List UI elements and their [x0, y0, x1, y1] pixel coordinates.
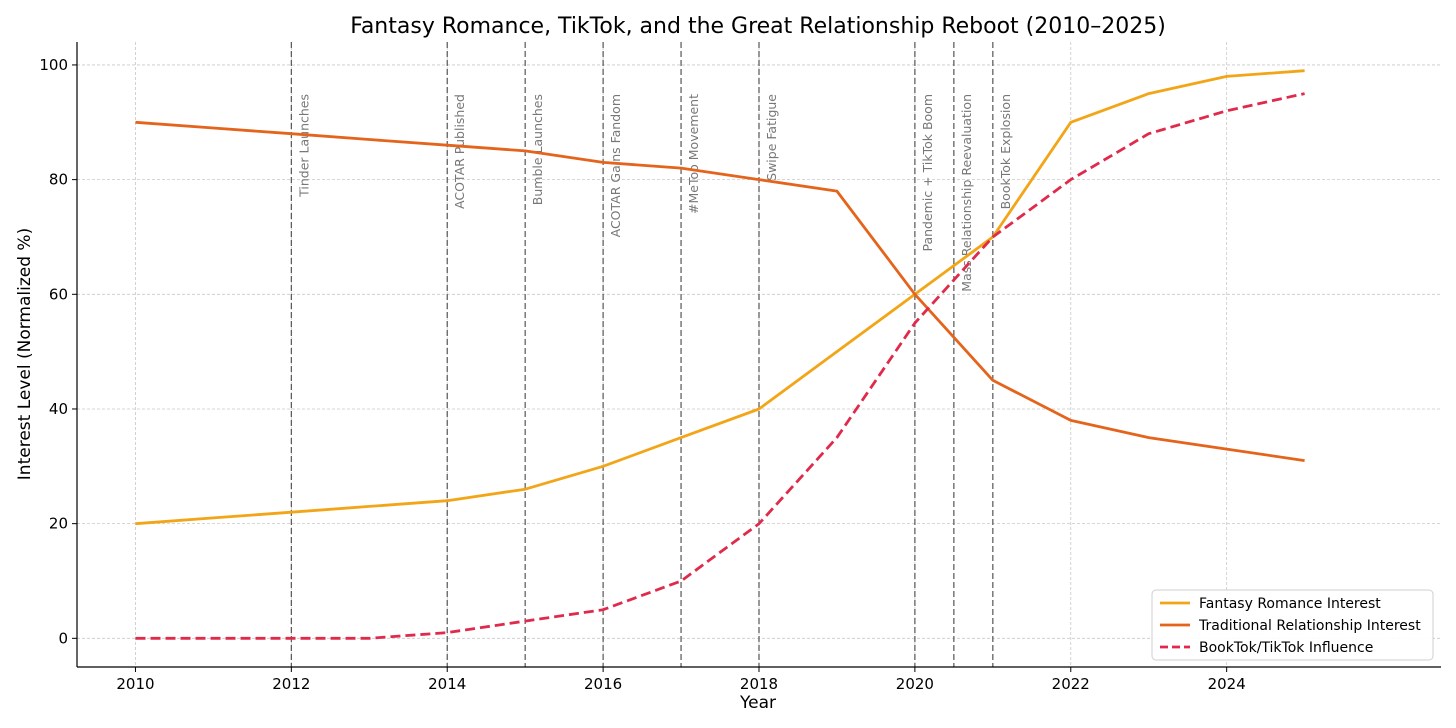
legend: Fantasy Romance Interest Traditional Rela…	[1151, 589, 1434, 661]
x-tick-label: 2010	[116, 675, 154, 693]
legend-label: Fantasy Romance Interest	[1199, 596, 1381, 612]
event-label: Bumble Launches	[530, 94, 545, 205]
legend-box	[1151, 589, 1434, 661]
y-tick-label: 40	[49, 400, 68, 418]
series-line	[135, 69, 1305, 526]
event-label: Tinder Launches	[296, 94, 311, 198]
x-axis-label: Year	[739, 693, 776, 713]
legend-label: BookTok/TikTok Influence	[1199, 640, 1373, 656]
event-label: Pandemic + TikTok Boom	[920, 94, 935, 252]
y-tick-label: 20	[49, 515, 68, 533]
event-label: ACOTAR Gains Fandom	[608, 94, 623, 237]
y-tick-label: 0	[58, 629, 68, 647]
x-tick-label: 2018	[740, 675, 778, 693]
y-axis-label: Interest Level (Normalized %)	[15, 228, 35, 480]
event-label: Swipe Fatigue	[764, 94, 779, 181]
tick-labels: 2010 2012 2014 2016 2018 2020 2022 2024 0 20 40 60 8…	[39, 56, 1245, 693]
chart-title: Fantasy Romance, TikTok, and the Great R…	[350, 14, 1166, 39]
event-label: Mass Relationship Reevaluation	[959, 94, 974, 292]
legend-label: Traditional Relationship Interest	[1198, 618, 1421, 634]
x-tick-label: 2024	[1208, 675, 1246, 693]
event-label: #MeToo Movement	[686, 94, 701, 214]
event-label: ACOTAR Published	[452, 94, 467, 209]
series-line	[135, 92, 1305, 640]
event-label: BookTok Explosion	[998, 94, 1013, 209]
series-lines	[135, 69, 1305, 640]
series-line	[135, 120, 1305, 462]
event-markers: Tinder Launches ACOTAR Published Bumble La…	[290, 42, 1013, 667]
y-tick-label: 60	[49, 285, 68, 303]
x-tick-label: 2014	[428, 675, 466, 693]
y-tick-label: 80	[49, 171, 68, 189]
x-tick-label: 2020	[896, 675, 934, 693]
x-tick-label: 2012	[272, 675, 310, 693]
y-tick-label: 100	[39, 56, 68, 74]
x-tick-label: 2022	[1052, 675, 1090, 693]
x-tick-label: 2016	[584, 675, 622, 693]
